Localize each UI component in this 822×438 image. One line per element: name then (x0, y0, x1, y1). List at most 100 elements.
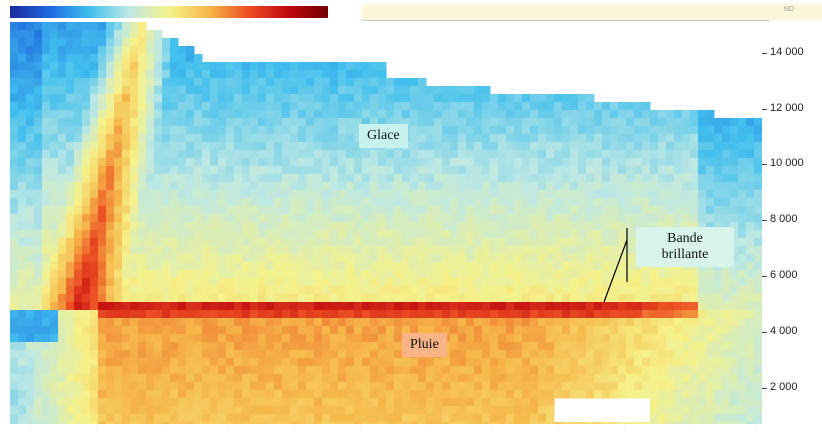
heatmap-cell (538, 158, 547, 167)
heatmap-cell (98, 166, 107, 175)
heatmap-cell (170, 262, 179, 271)
heatmap-cell (714, 158, 723, 167)
heatmap-cell (370, 310, 379, 319)
heatmap-cell (226, 310, 235, 319)
heatmap-cell (290, 222, 299, 231)
heatmap-cell (402, 166, 411, 175)
heatmap-cell (194, 334, 203, 343)
heatmap-cell (90, 22, 99, 31)
heatmap-cell (386, 102, 395, 111)
heatmap-cell (258, 182, 267, 191)
heatmap-cell (506, 230, 515, 239)
heatmap-cell (626, 214, 635, 223)
heatmap-cell (250, 206, 259, 215)
heatmap-cell (90, 118, 99, 127)
heatmap-cell (26, 134, 35, 143)
heatmap-cell (90, 206, 99, 215)
heatmap-cell (314, 382, 323, 391)
heatmap-cell (434, 126, 443, 135)
heatmap-cell (730, 262, 739, 271)
heatmap-cell (346, 310, 355, 319)
heatmap-cell (658, 318, 667, 327)
heatmap-cell (394, 366, 403, 375)
heatmap-cell (146, 358, 155, 367)
heatmap-cell (522, 390, 531, 399)
heatmap-cell (194, 246, 203, 255)
heatmap-cell (530, 206, 539, 215)
heatmap-cell (18, 198, 27, 207)
heatmap-cell (426, 374, 435, 383)
heatmap-cell (522, 246, 531, 255)
heatmap-cell (50, 30, 59, 39)
heatmap-cell (74, 318, 83, 327)
heatmap-cell (306, 246, 315, 255)
heatmap-cell (290, 230, 299, 239)
heatmap-cell (66, 158, 75, 167)
heatmap-cell (290, 294, 299, 303)
heatmap-cell (730, 366, 739, 375)
heatmap-cell (538, 294, 547, 303)
heatmap-cell (170, 174, 179, 183)
heatmap-cell (650, 286, 659, 295)
heatmap-cell (538, 302, 547, 311)
heatmap-cell (698, 126, 707, 135)
heatmap-cell (154, 246, 163, 255)
heatmap-cell (482, 254, 491, 263)
heatmap-cell (82, 142, 91, 151)
heatmap-cell (266, 326, 275, 335)
heatmap-cell (186, 142, 195, 151)
heatmap-cell (226, 182, 235, 191)
heatmap-cell (658, 126, 667, 135)
heatmap-cell (706, 190, 715, 199)
heatmap-cell (378, 366, 387, 375)
heatmap-cell (314, 390, 323, 399)
heatmap-cell (490, 302, 499, 311)
heatmap-cell (306, 254, 315, 263)
heatmap-cell (362, 318, 371, 327)
heatmap-cell (394, 286, 403, 295)
x-tick: · (30, 427, 32, 433)
heatmap-cell (602, 278, 611, 287)
heatmap-cell (226, 390, 235, 399)
heatmap-cell (354, 302, 363, 311)
heatmap-cell (138, 158, 147, 167)
heatmap-cell (234, 158, 243, 167)
heatmap-cell (418, 422, 427, 424)
heatmap-cell (234, 78, 243, 87)
heatmap-cell (314, 102, 323, 111)
heatmap-cell (306, 398, 315, 407)
heatmap-cell (26, 30, 35, 39)
heatmap-cell (130, 358, 139, 367)
heatmap-cell (690, 198, 699, 207)
heatmap-cell (666, 150, 675, 159)
heatmap-cell (50, 414, 59, 423)
heatmap-cell (394, 102, 403, 111)
heatmap-cell (370, 366, 379, 375)
heatmap-cell (530, 214, 539, 223)
heatmap-cell (554, 358, 563, 367)
heatmap-cell (522, 422, 531, 424)
heatmap-cell (586, 110, 595, 119)
heatmap-cell (594, 150, 603, 159)
heatmap-cell (282, 182, 291, 191)
heatmap-cell (410, 94, 419, 103)
heatmap-cell (258, 110, 267, 119)
heatmap-cell (194, 190, 203, 199)
heatmap-cell (114, 70, 123, 79)
heatmap-cell (602, 214, 611, 223)
heatmap-cell (490, 238, 499, 247)
heatmap-cell (530, 310, 539, 319)
heatmap-cell (186, 334, 195, 343)
heatmap-cell (738, 166, 747, 175)
heatmap-cell (74, 262, 83, 271)
heatmap-cell (650, 326, 659, 335)
heatmap-cell (338, 94, 347, 103)
heatmap-cell (138, 78, 147, 87)
heatmap-cell (66, 174, 75, 183)
heatmap-cell (730, 334, 739, 343)
heatmap-cell (210, 198, 219, 207)
heatmap-cell (394, 94, 403, 103)
heatmap-cell (362, 238, 371, 247)
heatmap-cell (618, 230, 627, 239)
heatmap-cell (210, 70, 219, 79)
